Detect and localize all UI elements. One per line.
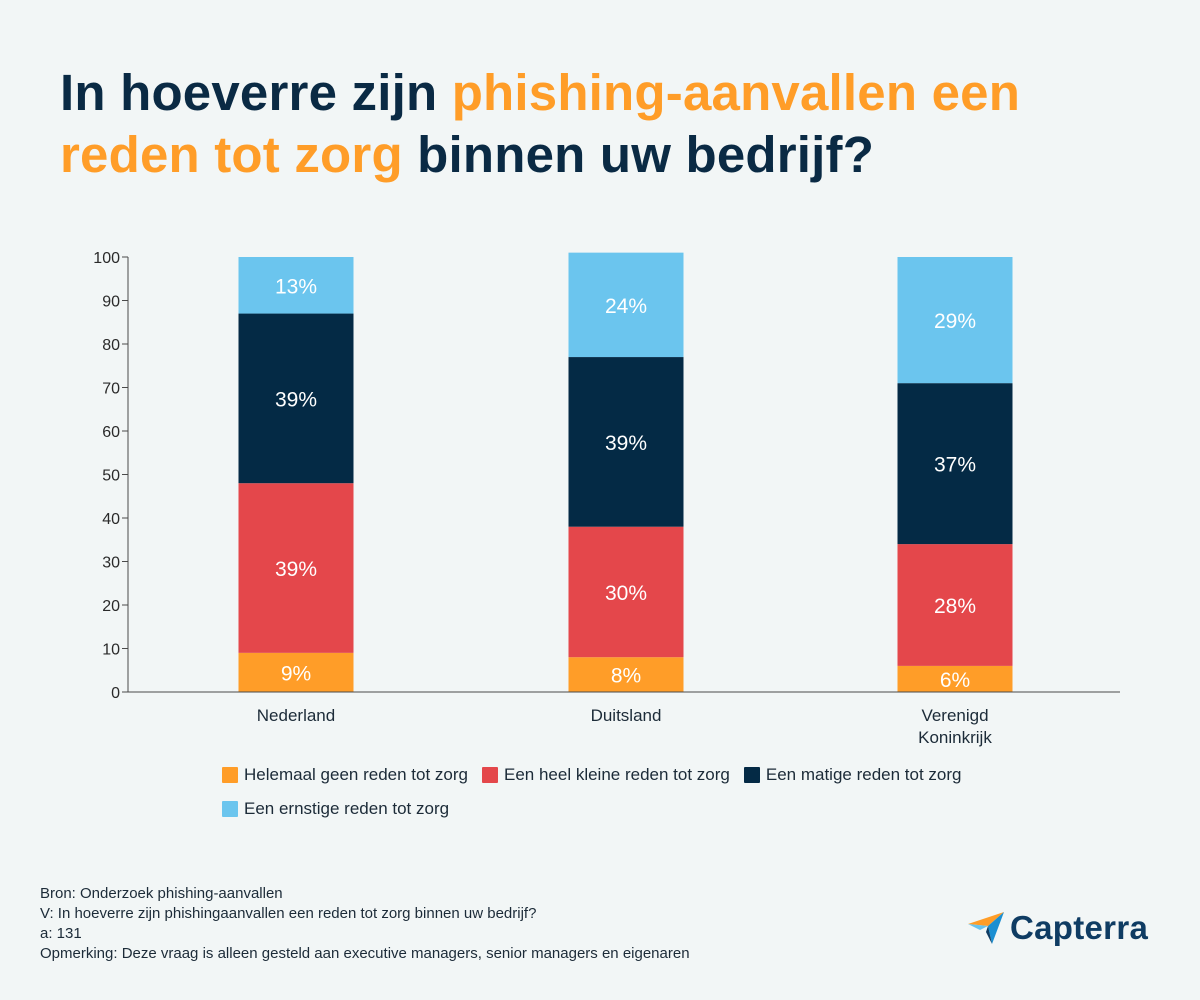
bar-data-label: 37% xyxy=(934,454,976,477)
bar-segment xyxy=(897,383,1013,545)
bar-segment xyxy=(897,665,1013,692)
capterra-arrow-icon xyxy=(968,912,1004,944)
bar-segment xyxy=(568,657,684,692)
bar-segment xyxy=(238,257,354,314)
bar-segment xyxy=(568,252,684,358)
legend-label: Een heel kleine reden tot zorg xyxy=(503,765,730,784)
chart-legend: Helemaal geen reden tot zorg Een heel kle… xyxy=(222,764,1082,832)
x-category-label: Verenigd xyxy=(921,706,988,725)
legend-label: Helemaal geen reden tot zorg xyxy=(244,765,468,784)
footer-note: Opmerking: Deze vraag is alleen gesteld … xyxy=(40,945,690,962)
page-title: In hoeverre zijn phishing-aanvallen een … xyxy=(60,62,1140,186)
y-tick-label: 80 xyxy=(102,337,120,354)
footer-notes: Bron: Onderzoek phishing-aanvallen V: In… xyxy=(40,884,840,964)
legend-item: Helemaal geen reden tot zorg xyxy=(222,764,468,786)
bar-data-label: 6% xyxy=(940,669,970,692)
bar-data-label: 28% xyxy=(934,595,976,618)
bar-data-label: 30% xyxy=(605,582,647,605)
legend-label: Een matige reden tot zorg xyxy=(765,765,962,784)
bar-segment xyxy=(568,526,684,658)
title-highlight: phishing-aanvallen een reden tot zorg xyxy=(60,64,1021,183)
y-tick-label: 0 xyxy=(111,685,120,702)
x-category-label: Nederland xyxy=(257,706,335,725)
legend-label: Een ernstige reden tot zorg xyxy=(244,799,450,818)
capterra-logo-text: Capterra xyxy=(1010,909,1149,946)
footer-source: Bron: Onderzoek phishing-aanvallen xyxy=(40,885,283,902)
bar-data-label: 13% xyxy=(275,275,317,298)
stacked-bar-chart: 0 10 20 30 40 50 60 70 80 90 100 9% 39% 39% 13% Nederla… xyxy=(93,250,1120,747)
bar-data-label: 9% xyxy=(281,662,311,685)
bar-data-label: 29% xyxy=(934,310,976,333)
bar-segment xyxy=(238,313,354,484)
bar-data-label: 39% xyxy=(605,432,647,455)
bar-segment xyxy=(238,652,354,692)
y-tick-label: 20 xyxy=(102,598,120,615)
bar-data-label: 8% xyxy=(611,665,641,688)
footer-sample-size: a: 131 xyxy=(40,925,82,942)
legend-item: Een ernstige reden tot zorg xyxy=(222,798,449,820)
legend-swatch xyxy=(743,767,760,783)
legend-swatch xyxy=(222,767,238,783)
title-part-1: In hoeverre zijn xyxy=(60,64,452,121)
y-tick-label: 60 xyxy=(102,424,120,441)
legend-swatch xyxy=(481,767,498,783)
footer-question: V: In hoeverre zijn phishingaanvallen ee… xyxy=(40,905,537,922)
y-tick-label: 30 xyxy=(102,555,120,572)
bar-segment xyxy=(238,483,354,653)
bar-segment xyxy=(568,357,684,527)
capterra-logo: Capterra xyxy=(966,908,1148,948)
y-tick-label: 100 xyxy=(93,250,120,267)
bar-segment xyxy=(897,257,1013,384)
x-category-label: Koninkrijk xyxy=(918,728,992,747)
bar-data-label: 39% xyxy=(275,558,317,581)
y-tick-label: 40 xyxy=(102,511,120,528)
y-tick-label: 10 xyxy=(102,642,120,659)
y-tick-label: 50 xyxy=(102,468,120,485)
x-category-label: Duitsland xyxy=(591,706,662,725)
legend-swatch xyxy=(222,801,238,817)
y-tick-label: 90 xyxy=(102,294,120,311)
title-part-2: binnen uw bedrijf? xyxy=(402,126,875,183)
bar-data-label: 39% xyxy=(275,388,317,411)
legend-item: Een matige reden tot zorg xyxy=(743,764,962,786)
legend-item: Een heel kleine reden tot zorg xyxy=(481,764,730,786)
bar-data-label: 24% xyxy=(605,295,647,318)
bar-segment xyxy=(897,544,1013,666)
y-tick-label: 70 xyxy=(102,381,120,398)
